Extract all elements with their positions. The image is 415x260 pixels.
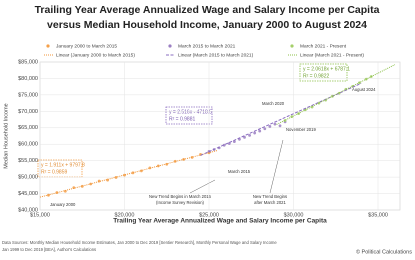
data-point [222, 143, 226, 147]
equation: R² = 0.9822 [303, 73, 329, 79]
data-point [263, 127, 267, 131]
y-tick-label: $50,000 [18, 175, 38, 181]
pointer [189, 179, 216, 194]
data-point [173, 159, 177, 163]
x-axis-title: Trailing Year Average Annualized Wage an… [113, 218, 327, 225]
legend-label: January 2000 to March 2015 [56, 43, 117, 49]
x-tick-label: $20,000 [115, 212, 135, 218]
chart-title: Trailing Year Average Annualized Wage an… [35, 4, 380, 16]
data-point [278, 124, 282, 128]
data-point [243, 135, 246, 139]
data-point [268, 125, 272, 128]
data-point [258, 129, 262, 133]
point-label: March 2015 [228, 169, 251, 174]
legend-label: March 2015 to March 2021 [178, 43, 236, 49]
trend-note: New Trend Begins [253, 194, 287, 199]
y-tick-label: $70,000 [18, 109, 38, 115]
data-point [273, 122, 277, 126]
pointer [269, 139, 284, 194]
trend-note: after March 2021 [254, 200, 286, 205]
legend-label: Linear (March 2021 - Present) [300, 52, 364, 58]
plot-frame [39, 61, 401, 211]
x-tick-label: $35,000 [368, 212, 388, 218]
x-tick-label: $25,000 [199, 212, 219, 218]
x-tick-label: $15,000 [30, 212, 50, 218]
credit: © Political Calculations [356, 248, 412, 255]
equation: y = 1.911x + 9797.8 [41, 162, 85, 168]
legend-marker [290, 44, 294, 48]
legend-marker [168, 44, 172, 48]
data-point [227, 142, 231, 145]
source-note: Jan 1999 to Dec 2019 [BEA], Author's Cal… [2, 247, 96, 252]
y-tick-label: $85,000 [18, 59, 38, 65]
trend-note: New Trend Begins in March 2015 [149, 194, 212, 199]
y-tick-label: $80,000 [18, 76, 38, 82]
y-tick-label: $60,000 [18, 142, 38, 148]
trend-line [39, 149, 218, 198]
y-tick-label: $75,000 [18, 92, 38, 98]
equation: R² = 0.9859 [41, 169, 67, 175]
equation-box [299, 63, 348, 82]
point-label: January 2000 [50, 202, 76, 207]
legend-label: March 2021 - Present [300, 43, 347, 49]
equation: y = 2.516x - 4718.5 [169, 109, 212, 115]
legend-marker [46, 44, 50, 48]
x-tick-label: $30,000 [284, 212, 304, 218]
legend-label: Linear (January 2000 to March 2015) [56, 52, 135, 58]
source-note: Data Sources: Monthly Median Household I… [2, 240, 277, 245]
equation: R² = 0.9881 [169, 116, 195, 122]
point-label: August 2024 [352, 87, 376, 92]
point-label: March 2020 [262, 101, 285, 106]
data-point [248, 133, 251, 137]
y-axis-title: Median Household Income [3, 103, 9, 168]
legend-label: Linear (March 2015 to March 2021) [178, 52, 254, 58]
equation: y = 2.0618x + 6787.1 [303, 66, 350, 72]
chart-title: versus Median Household Income, January … [47, 19, 367, 31]
trend-line [276, 64, 396, 125]
point-label: November 2019 [286, 127, 316, 132]
plot-area [39, 61, 401, 211]
trend-note: (Income Survey Revision) [156, 200, 205, 205]
y-tick-label: $55,000 [18, 158, 38, 164]
y-tick-label: $45,000 [18, 191, 38, 197]
y-tick-label: $65,000 [18, 125, 38, 131]
y-tick-label: $40,000 [18, 207, 38, 213]
data-point [253, 131, 257, 135]
